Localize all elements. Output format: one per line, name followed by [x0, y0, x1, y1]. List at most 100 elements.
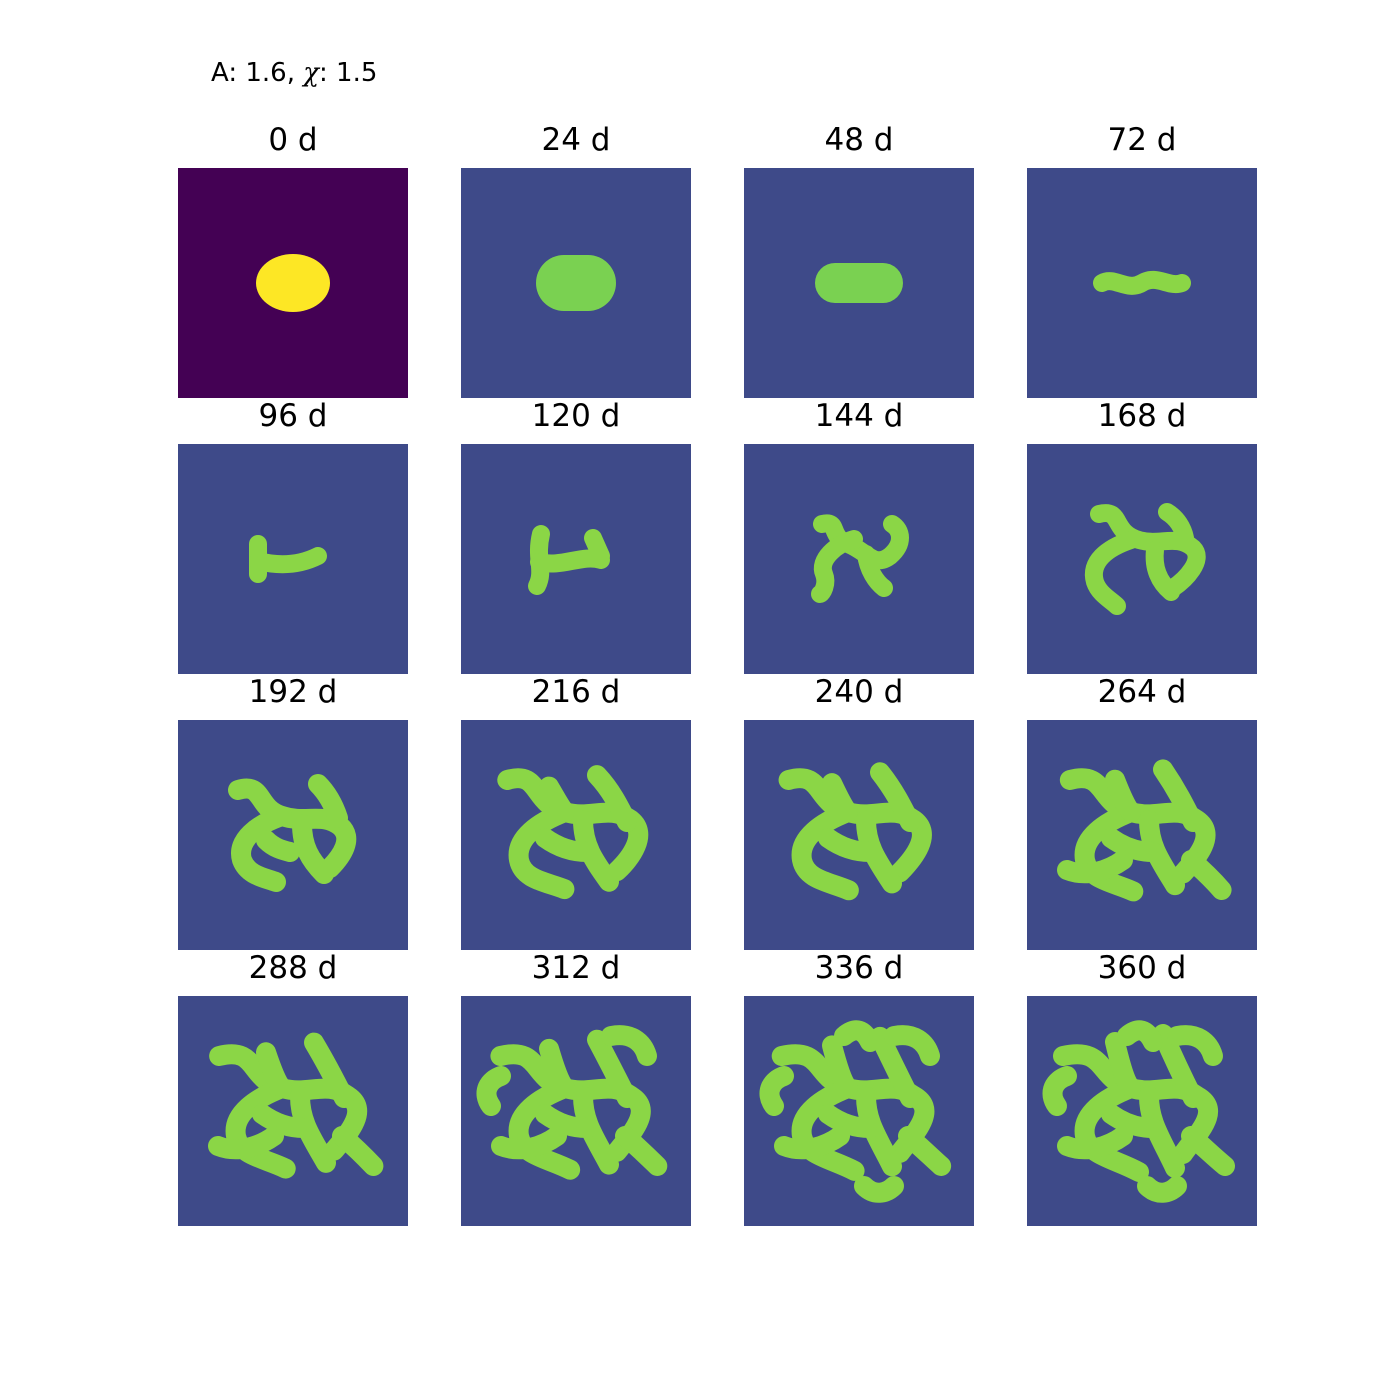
panel-cell: 192 d [178, 668, 408, 950]
pattern-image [178, 168, 408, 398]
panel-title: 120 d [531, 398, 621, 434]
pattern-stroke [292, 814, 334, 884]
pattern-stroke [818, 1104, 880, 1138]
pattern-stroke [209, 1044, 368, 1161]
pattern-stroke [834, 1020, 880, 1052]
pattern-stroke [1153, 1024, 1203, 1108]
panel-cell: 0 d [178, 116, 408, 398]
pattern-stroke [1084, 531, 1140, 615]
pattern-stroke [771, 1044, 935, 1163]
pattern-stroke [1117, 1020, 1163, 1052]
panel-title: 72 d [1107, 122, 1177, 158]
pattern-stroke [854, 1176, 904, 1203]
panel-title: 96 d [258, 398, 328, 434]
panel-title: 24 d [541, 122, 611, 158]
pattern-stroke [822, 773, 858, 822]
pattern-stroke [1158, 503, 1194, 547]
pattern-stroke [1057, 850, 1133, 884]
pattern-stroke [778, 768, 932, 883]
initial-blob [256, 254, 330, 312]
panel-cell: 48 d [744, 116, 974, 398]
pattern-stroke [1059, 768, 1216, 884]
pattern-stroke [759, 1066, 794, 1116]
pattern-stroke [508, 802, 575, 900]
pattern-stroke [249, 547, 327, 574]
panel-title: 264 d [1097, 674, 1187, 710]
pattern-stroke [530, 549, 610, 573]
panel-title: 0 d [268, 122, 318, 158]
suptitle-chi: χ [303, 58, 319, 88]
pattern-stroke [1145, 541, 1180, 601]
pattern-image [1027, 720, 1257, 950]
panel-cell: 240 d [744, 668, 974, 950]
panel-grid: 0 d 24 d 48 d 72 d 96 d 120 d 144 d 168 … [178, 116, 1258, 1226]
pattern-image [744, 444, 974, 674]
panel-cell: 168 d [1027, 392, 1257, 674]
pattern-image [1027, 996, 1257, 1226]
pattern-blob [815, 263, 903, 303]
panel-title: 144 d [814, 398, 904, 434]
pattern-stroke [615, 1126, 668, 1176]
pattern-stroke [1101, 828, 1163, 862]
pattern-stroke [587, 1029, 637, 1108]
pattern-stroke [491, 1126, 567, 1160]
pattern-stroke [857, 545, 893, 597]
pattern-stroke [308, 774, 348, 828]
panel-cell: 120 d [461, 392, 691, 674]
pattern-image [744, 720, 974, 950]
figure-suptitle: A: 1.6, χ: 1.5 [211, 58, 377, 88]
panel-title: 336 d [814, 950, 904, 986]
pattern-stroke [1181, 1126, 1235, 1176]
pattern-stroke [497, 768, 649, 882]
panel-title: 216 d [531, 674, 621, 710]
pattern-stroke [1167, 1025, 1223, 1066]
pattern-stroke [1105, 1032, 1141, 1098]
pattern-stroke [884, 1025, 940, 1066]
pattern-stroke [256, 1042, 292, 1098]
pattern-image [461, 996, 691, 1226]
pattern-stroke [818, 828, 880, 862]
pattern-stroke [539, 776, 575, 822]
pattern-stroke [508, 1078, 581, 1180]
pattern-image [744, 996, 974, 1226]
pattern-stroke [476, 1066, 511, 1116]
pattern-stroke [870, 1026, 920, 1108]
pattern-stroke [256, 830, 300, 862]
pattern-stroke [1181, 850, 1232, 900]
panel-cell: 24 d [461, 116, 691, 398]
pattern-stroke [1053, 1044, 1219, 1164]
pattern-stroke [535, 1104, 597, 1138]
pattern-image [178, 444, 408, 674]
pattern-stroke [1105, 769, 1141, 822]
pattern-stroke [1074, 802, 1144, 902]
pattern-stroke [601, 1025, 657, 1066]
panel-title: 312 d [531, 950, 621, 986]
pattern-stroke [304, 1032, 354, 1108]
pattern-stroke [791, 1078, 865, 1181]
panel-cell: 216 d [461, 668, 691, 950]
pattern-stroke [252, 1104, 314, 1138]
pattern-image [461, 168, 691, 398]
panel-title: 240 d [814, 674, 904, 710]
pattern-stroke [1101, 1104, 1163, 1138]
pattern-stroke [1074, 1078, 1149, 1182]
suptitle-prefix: A: 1.6, [211, 58, 304, 88]
pattern-stroke [870, 762, 920, 832]
suptitle-suffix: : 1.5 [319, 58, 378, 88]
pattern-stroke [774, 1126, 850, 1160]
pattern-stroke [1137, 1176, 1187, 1203]
pattern-stroke [1093, 270, 1191, 295]
panel-title: 48 d [824, 122, 894, 158]
pattern-stroke [587, 765, 637, 832]
pattern-stroke [1057, 1126, 1133, 1160]
pattern-stroke [791, 802, 859, 901]
pattern-image [461, 444, 691, 674]
pattern-image [178, 996, 408, 1226]
pattern-stroke [208, 1126, 284, 1160]
pattern-stroke [490, 1044, 651, 1162]
pattern-stroke [584, 529, 610, 565]
pattern-stroke [225, 1078, 296, 1179]
panel-title: 192 d [248, 674, 338, 710]
panel-title: 168 d [1097, 398, 1187, 434]
pattern-stroke [332, 1126, 384, 1176]
